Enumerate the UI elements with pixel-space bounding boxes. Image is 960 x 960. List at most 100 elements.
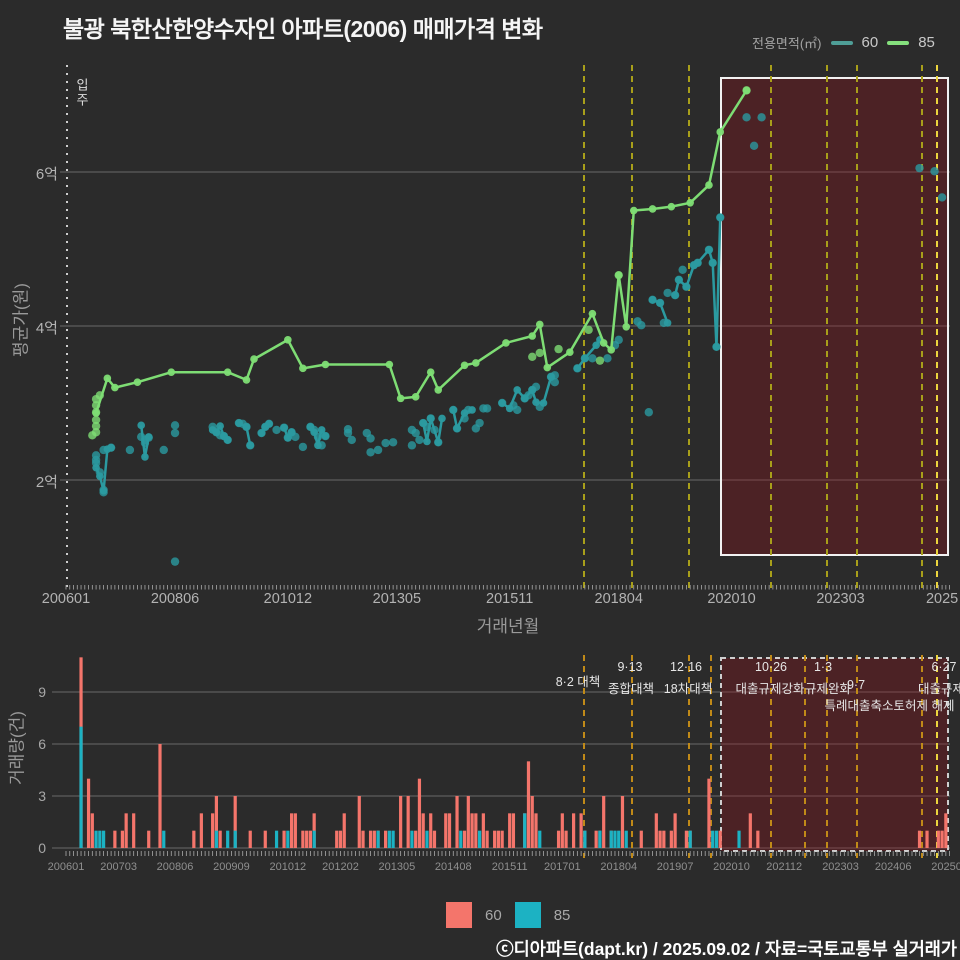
scatter-point-60 — [373, 445, 383, 455]
scatter-point-60 — [366, 434, 375, 443]
policy-annotation: 대출규제 — [917, 682, 960, 696]
line-marker-60 — [705, 245, 713, 254]
line-marker-60 — [592, 341, 600, 350]
volume-xtick-label: 202406 — [874, 861, 912, 873]
volume-bar-60 — [470, 813, 474, 848]
line-marker-85 — [411, 393, 420, 401]
volume-bar-85 — [233, 830, 237, 848]
line-marker-60 — [453, 424, 461, 433]
line-marker-85 — [535, 320, 544, 329]
line-marker-85 — [133, 378, 142, 387]
volume-bar-60 — [534, 813, 538, 848]
volume-bar-60 — [508, 813, 512, 848]
volume-bar-85 — [624, 830, 628, 848]
scatter-point-60 — [742, 113, 751, 122]
volume-xtick-label: 200806 — [156, 861, 194, 873]
date-axis-title: 거래년월 — [476, 617, 540, 636]
volume-bar-60 — [936, 830, 940, 848]
volume-bar-85 — [737, 830, 741, 848]
volume-bar-60 — [940, 830, 944, 848]
scatter-point-85 — [595, 356, 605, 365]
volume-bar-85 — [391, 830, 395, 848]
legend-area: 전용면적(㎡) 60 85 — [752, 33, 935, 52]
volume-xtick-label: 202303 — [822, 861, 859, 873]
line-marker-60 — [246, 441, 255, 450]
volume-bar-60 — [602, 796, 606, 848]
volume-bar-60 — [248, 830, 252, 848]
volume-bar-85 — [102, 830, 106, 848]
line-marker-85 — [705, 181, 713, 189]
volume-bar-60 — [282, 830, 286, 848]
line-marker-60 — [92, 463, 100, 472]
price-xtick-label: 200601 — [41, 591, 91, 607]
volume-xtick-label: 201408 — [434, 861, 472, 873]
volume-bar-60 — [263, 830, 267, 848]
volume-xtick-label: 201701 — [543, 861, 581, 873]
volume-bar-60 — [414, 830, 418, 848]
line-marker-60 — [663, 319, 672, 327]
scatter-point-60 — [637, 321, 646, 330]
policy-annotation: 9·13 — [617, 660, 643, 674]
scatter-point-85 — [554, 344, 563, 354]
line-marker-60 — [449, 406, 458, 414]
highlight-box-volume — [720, 657, 949, 852]
legend-item-60[interactable]: 60 — [861, 34, 879, 51]
legend-item-85[interactable]: 85 — [918, 34, 935, 51]
volume-bar-60 — [662, 830, 666, 848]
line-marker-60 — [712, 342, 721, 351]
volume-bar-60 — [707, 778, 711, 848]
volume-bar-60 — [132, 813, 136, 848]
line-marker-85 — [103, 374, 112, 383]
scatter-point-60 — [298, 442, 308, 452]
volume-bar-60 — [447, 813, 452, 848]
legend-square-60-icon — [446, 902, 472, 928]
volume-xtick-label: 201305 — [378, 861, 416, 873]
line-marker-60 — [317, 426, 326, 434]
scatter-point-85 — [535, 348, 544, 358]
scatter-point-60 — [415, 435, 424, 445]
scatter-point-60 — [343, 428, 353, 438]
volume-bar-60 — [113, 830, 117, 848]
volume-bar-85 — [459, 830, 463, 848]
volume-bar-60 — [308, 830, 312, 848]
volume-bar-60 — [211, 813, 215, 848]
price-xtick-label: 201012 — [263, 591, 313, 607]
line-marker-60 — [513, 386, 521, 394]
line-marker-60 — [265, 419, 273, 428]
volume-bar-85 — [714, 830, 719, 848]
volume-bar-60 — [233, 796, 237, 848]
line-marker-60 — [287, 428, 296, 437]
line-marker-60 — [257, 429, 266, 437]
volume-bar-85 — [286, 830, 290, 848]
volume-ytick-label: 6 — [38, 736, 46, 752]
line-marker-60 — [505, 404, 514, 413]
volume-ytick-label: 0 — [38, 840, 46, 856]
scatter-point-60 — [272, 425, 281, 435]
line-marker-60 — [280, 423, 288, 432]
legend-dash-85-icon — [887, 40, 910, 45]
volume-bar-60 — [556, 830, 561, 848]
scatter-point-60 — [366, 448, 375, 457]
volume-bar-60 — [917, 830, 922, 848]
line-marker-60 — [310, 428, 318, 437]
line-marker-60 — [137, 421, 145, 430]
price-ytick-label: 6억 — [35, 166, 58, 183]
volume-bar-60 — [564, 830, 568, 848]
scatter-point-60 — [644, 408, 653, 417]
volume-bar-60 — [384, 830, 388, 848]
policy-annotation: 9·7 — [846, 678, 866, 692]
price-xtick-label: 2025 — [925, 591, 959, 607]
line-marker-60 — [460, 409, 469, 417]
scatter-point-60 — [663, 288, 672, 298]
scatter-point-60 — [937, 193, 947, 202]
line-marker-60 — [498, 399, 506, 407]
volume-xtick-label: 201804 — [600, 861, 638, 873]
volume-legend-item-85[interactable]: 85 — [553, 906, 571, 924]
price-xtick-label: 201511 — [486, 591, 534, 607]
policy-annotation: 종합대책 — [607, 682, 655, 696]
volume-legend-item-60[interactable]: 60 — [485, 906, 502, 924]
price-ytick-label: 2억 — [35, 474, 58, 491]
volume-bar-60 — [361, 830, 365, 848]
scatter-point-60 — [482, 404, 492, 413]
